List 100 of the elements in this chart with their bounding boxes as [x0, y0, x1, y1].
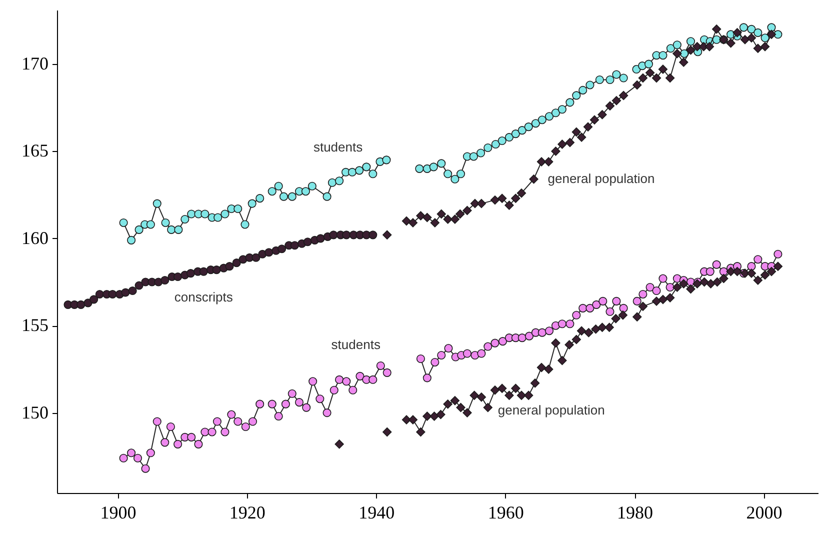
- point: [773, 262, 783, 271]
- point: [316, 234, 325, 243]
- point: [430, 218, 440, 228]
- point: [456, 209, 465, 219]
- point: [476, 392, 486, 402]
- point: [121, 288, 130, 297]
- point: [584, 328, 594, 338]
- point: [746, 33, 756, 42]
- point: [408, 218, 418, 228]
- point: [612, 96, 622, 106]
- x-tick-label: 2000: [746, 502, 782, 522]
- point: [638, 73, 648, 83]
- series-label: general population: [498, 402, 605, 418]
- point: [95, 290, 104, 298]
- point: [632, 312, 642, 322]
- point: [598, 322, 607, 332]
- point: [536, 157, 546, 166]
- series-label: students: [331, 337, 381, 352]
- point: [303, 238, 312, 246]
- point: [511, 384, 520, 393]
- point: [76, 300, 86, 309]
- point: [511, 194, 520, 203]
- point: [422, 412, 432, 421]
- y-tick-label: 160: [22, 228, 48, 248]
- point: [704, 42, 714, 52]
- point: [746, 268, 756, 278]
- point: [590, 115, 600, 124]
- point: [753, 276, 763, 285]
- point: [470, 390, 479, 400]
- point: [382, 427, 392, 437]
- point: [450, 214, 460, 224]
- point: [726, 266, 736, 276]
- point: [591, 324, 600, 334]
- point: [436, 410, 446, 420]
- point: [232, 258, 241, 268]
- point: [719, 274, 728, 284]
- point: [128, 286, 137, 295]
- x-tick-label: 1940: [358, 502, 395, 522]
- point: [618, 310, 628, 320]
- point: [90, 295, 98, 304]
- point: [551, 338, 560, 348]
- point: [565, 138, 575, 148]
- point: [732, 266, 742, 276]
- point: [679, 58, 688, 67]
- x-tick-label: 1980: [617, 502, 654, 522]
- point: [450, 396, 460, 406]
- point: [652, 73, 662, 83]
- point: [430, 412, 439, 421]
- point: [498, 194, 507, 203]
- point: [583, 122, 593, 132]
- point: [658, 294, 668, 304]
- point: [604, 322, 614, 332]
- point: [329, 230, 338, 240]
- point: [462, 206, 472, 216]
- y-tick-label: 150: [22, 402, 48, 422]
- point: [490, 386, 500, 395]
- point: [605, 101, 615, 110]
- point: [665, 73, 675, 83]
- point: [558, 140, 567, 149]
- point: [160, 276, 170, 285]
- series-label: general population: [548, 171, 655, 186]
- point: [108, 290, 117, 298]
- point: [686, 46, 696, 55]
- point: [551, 146, 560, 156]
- point: [576, 326, 586, 336]
- point: [544, 364, 554, 374]
- point: [334, 440, 344, 449]
- point: [483, 402, 492, 412]
- y-tick-label: 165: [22, 140, 48, 161]
- x-tick-label: 1960: [488, 502, 524, 522]
- point: [645, 68, 655, 78]
- point: [504, 390, 514, 400]
- point: [416, 211, 426, 220]
- point: [498, 384, 507, 393]
- point: [264, 248, 274, 257]
- point: [416, 427, 426, 437]
- point: [665, 293, 675, 302]
- point: [422, 212, 432, 222]
- point: [516, 390, 526, 400]
- point: [679, 279, 688, 288]
- point: [368, 230, 378, 240]
- point: [611, 314, 620, 324]
- point: [658, 64, 668, 74]
- point: [766, 266, 776, 276]
- point: [686, 284, 696, 294]
- point: [558, 356, 567, 366]
- point: [760, 270, 770, 280]
- point: [740, 35, 750, 44]
- point: [530, 378, 540, 388]
- point: [290, 241, 300, 250]
- point: [536, 362, 546, 372]
- point: [564, 340, 574, 350]
- series-label: conscripts: [174, 290, 234, 305]
- point: [402, 216, 412, 226]
- point: [436, 209, 446, 219]
- point: [252, 253, 260, 262]
- point: [278, 244, 286, 254]
- point: [225, 262, 234, 271]
- y-tick-label: 155: [22, 315, 48, 336]
- point: [462, 408, 472, 418]
